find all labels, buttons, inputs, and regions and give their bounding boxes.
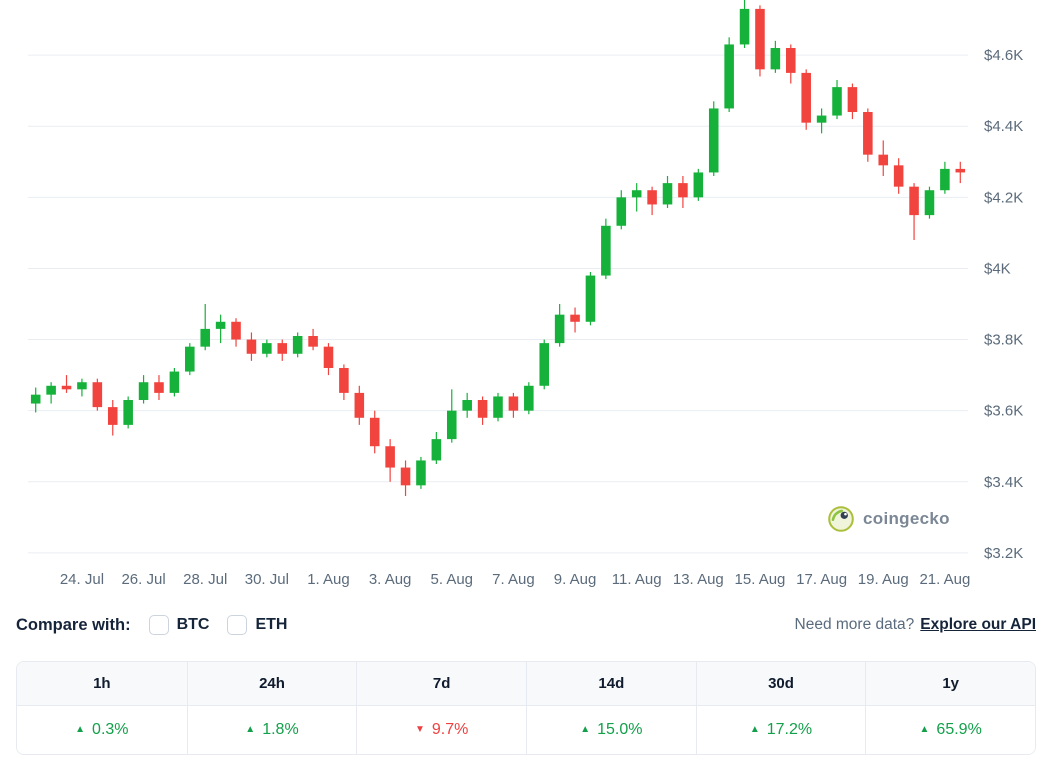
stat-value-cell: ▲ 1.8% <box>186 705 357 754</box>
svg-text:28. Jul: 28. Jul <box>183 571 227 588</box>
stat-column-header: 14d <box>526 662 696 705</box>
candlestick-chart[interactable]: $4.6K $4.4K $4.2K $4K $3.8K $3.6K $3.4K $3.2K 24… <box>0 0 1052 600</box>
up-triangle-icon: ▲ <box>75 724 86 735</box>
api-promo: Need more data? Explore our API <box>795 616 1036 634</box>
stat-column-header: 1y <box>865 662 1035 705</box>
svg-text:11. Aug: 11. Aug <box>612 571 662 588</box>
svg-text:17. Aug: 17. Aug <box>796 571 847 588</box>
price-chart-panel: $4.6K $4.4K $4.2K $4K $3.8K $3.6K $3.4K $3.2K 24… <box>0 0 1052 600</box>
svg-text:$3.8K: $3.8K <box>984 332 1023 349</box>
svg-text:5. Aug: 5. Aug <box>430 571 473 588</box>
svg-text:15. Aug: 15. Aug <box>735 571 786 588</box>
stat-value-cell: ▼ 9.7% <box>356 705 526 754</box>
stats-values-row: ▲ 0.3% ▲ 1.8% ▼ 9.7% ▲ 15.0% ▲ 17.2% ▲ 65.9% <box>17 705 1035 754</box>
up-triangle-icon: ▲ <box>245 724 256 735</box>
need-more-data-text: Need more data? <box>794 616 915 633</box>
svg-text:$4.6K: $4.6K <box>984 47 1023 64</box>
svg-text:$3.2K: $3.2K <box>984 545 1023 562</box>
svg-text:$4K: $4K <box>984 260 1011 277</box>
svg-text:9. Aug: 9. Aug <box>554 571 597 588</box>
price-change-table: 1h 24h 7d 14d 30d 1y ▲ 0.3% ▲ 1.8% ▼ 9.7% ▲ 15.0% ▲ 17… <box>16 661 1036 755</box>
compare-options: Compare with: BTC ETH <box>16 615 287 635</box>
stat-percentage: 9.7% <box>431 721 469 738</box>
stat-value-cell: ▲ 0.3% <box>17 705 187 754</box>
svg-text:30. Jul: 30. Jul <box>245 571 289 588</box>
svg-text:7. Aug: 7. Aug <box>492 571 535 588</box>
stat-value-cell: ▲ 17.2% <box>695 705 866 754</box>
down-triangle-icon: ▼ <box>414 724 425 735</box>
btc-checkbox-label: BTC <box>176 616 210 633</box>
svg-text:26. Jul: 26. Jul <box>121 571 165 588</box>
svg-text:$4.4K: $4.4K <box>984 118 1023 135</box>
stat-percentage: 15.0% <box>597 721 643 738</box>
eth-checkbox[interactable] <box>227 615 248 635</box>
svg-text:24. Jul: 24. Jul <box>60 571 104 588</box>
stat-column-header: 1h <box>17 662 187 705</box>
stat-percentage: 1.8% <box>262 721 299 738</box>
svg-text:1. Aug: 1. Aug <box>307 571 350 588</box>
stat-percentage: 65.9% <box>936 721 982 738</box>
stat-column-header: 24h <box>186 662 357 705</box>
stat-column-header: 30d <box>695 662 866 705</box>
svg-text:19. Aug: 19. Aug <box>858 571 909 588</box>
svg-text:$3.6K: $3.6K <box>984 403 1023 420</box>
up-triangle-icon: ▲ <box>580 724 591 735</box>
svg-text:3. Aug: 3. Aug <box>369 571 412 588</box>
stat-value-cell: ▲ 15.0% <box>526 705 696 754</box>
up-triangle-icon: ▲ <box>919 724 930 735</box>
svg-text:21. Aug: 21. Aug <box>919 571 970 588</box>
coingecko-watermark: coingecko <box>828 506 950 532</box>
eth-checkbox-label: ETH <box>255 616 288 633</box>
stat-percentage: 17.2% <box>766 721 813 738</box>
svg-text:$3.4K: $3.4K <box>984 474 1023 491</box>
explore-api-link[interactable]: Explore our API <box>920 616 1036 633</box>
btc-checkbox[interactable] <box>148 615 169 635</box>
svg-text:13. Aug: 13. Aug <box>673 571 724 588</box>
compare-with-label: Compare with: <box>16 615 131 634</box>
compare-option-eth[interactable]: ETH <box>227 615 287 635</box>
svg-text:$4.2K: $4.2K <box>984 189 1023 206</box>
watermark-text: coingecko <box>863 509 950 528</box>
stat-column-header: 7d <box>356 662 526 705</box>
stats-header-row: 1h 24h 7d 14d 30d 1y <box>17 662 1035 705</box>
stat-percentage: 0.3% <box>92 721 129 738</box>
compare-row: Compare with: BTC ETH Need more data? Ex… <box>0 602 1052 648</box>
coingecko-logo-icon <box>828 506 854 532</box>
stat-value-cell: ▲ 65.9% <box>865 705 1035 754</box>
compare-option-btc[interactable]: BTC <box>148 615 210 635</box>
up-triangle-icon: ▲ <box>749 724 760 735</box>
